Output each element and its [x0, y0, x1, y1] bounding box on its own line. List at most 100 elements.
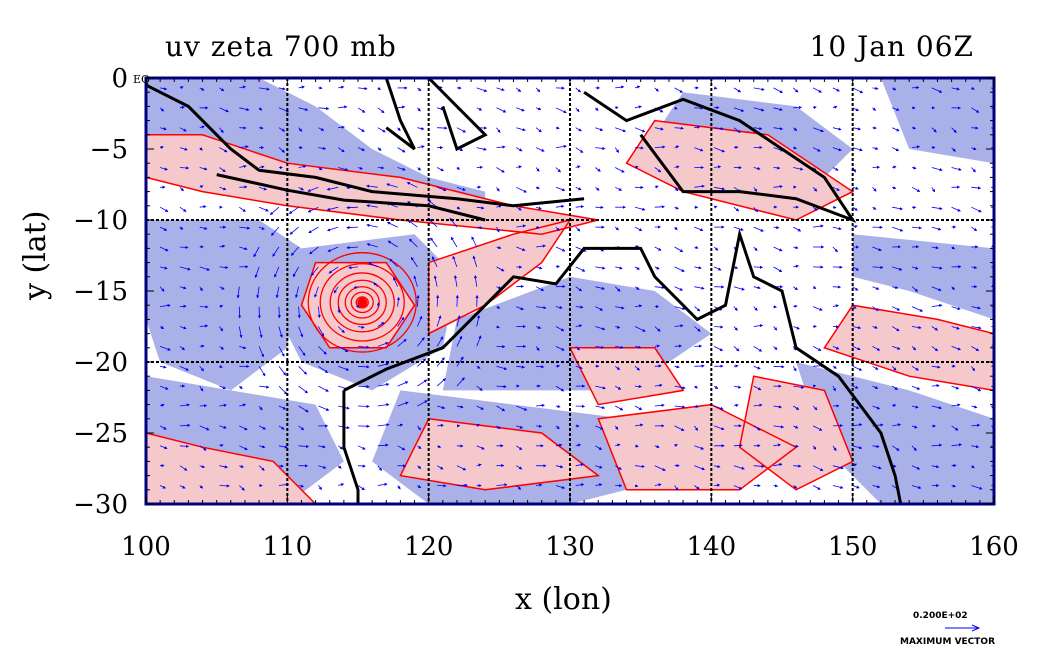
wind-vector: [694, 125, 701, 129]
wind-vector: [496, 405, 506, 412]
wind-vector: [239, 403, 247, 407]
wind-vector: [298, 85, 305, 89]
wind-vector: [575, 286, 583, 292]
wind-vector: [536, 244, 546, 248]
wind-vector: [852, 87, 864, 94]
wind-vector: [891, 87, 897, 91]
wind-vector: [377, 127, 386, 133]
wind-vector: [832, 445, 837, 452]
wind-vector: [397, 316, 405, 327]
wind-vector: [179, 86, 184, 90]
wind-vector: [911, 226, 922, 230]
wind-vector: [357, 147, 366, 151]
wind-vector: [614, 385, 622, 390]
wind-vector: [338, 167, 349, 172]
wind-vector: [694, 286, 705, 290]
wind-vector: [278, 366, 287, 376]
wind-vector: [674, 226, 678, 231]
wind-vector: [314, 286, 319, 298]
wind-vector: [714, 266, 722, 271]
wind-vector: [318, 445, 326, 449]
coastline: [384, 78, 416, 151]
wind-vector: [951, 147, 956, 152]
wind-vector: [931, 384, 940, 388]
wind-vector: [298, 405, 309, 413]
wind-vector: [694, 404, 699, 408]
wind-vector: [892, 266, 903, 271]
wind-vector: [852, 127, 862, 131]
wind-vector: [892, 346, 901, 350]
wind-vector: [535, 206, 542, 210]
wind-vector: [753, 126, 763, 131]
wind-vector: [199, 465, 206, 469]
wind-vector: [892, 206, 904, 211]
wind-vector: [634, 226, 643, 231]
wind-vector: [614, 425, 619, 430]
y-axis-label: y (lat): [18, 210, 53, 300]
x-tick-labels: 100 110 120 130 140 150 160: [121, 532, 1019, 562]
wind-vector: [694, 465, 706, 471]
wind-vector: [892, 186, 897, 190]
wind-vector: [714, 147, 726, 153]
wind-vector: [634, 326, 646, 332]
wind-vector: [337, 445, 344, 450]
wind-vector: [892, 107, 900, 111]
wind-vector: [298, 484, 305, 488]
wind-vector: [793, 264, 800, 268]
wind-vector: [832, 465, 844, 470]
wind-vector: [575, 324, 583, 328]
wind-vector: [733, 206, 740, 212]
wind-vector: [496, 266, 505, 272]
wind-vector: [270, 226, 280, 236]
wind-vector: [674, 344, 683, 348]
wind-vector: [614, 226, 620, 231]
y-tick-label: −5: [90, 135, 128, 165]
wind-vector: [199, 185, 204, 189]
wind-vector: [407, 220, 418, 228]
wind-vector: [595, 465, 603, 469]
wind-vector: [753, 385, 762, 391]
wind-vector: [773, 107, 783, 111]
wind-vector: [258, 366, 266, 377]
wind-vector: [298, 444, 310, 448]
contour-line: [568, 347, 685, 406]
wind-vector: [812, 187, 818, 192]
vorticity-band: [626, 120, 853, 220]
wind-vector: [891, 385, 898, 390]
wind-vector: [159, 107, 165, 112]
wind-vector: [159, 286, 165, 292]
wind-vector: [397, 423, 404, 427]
wind-vector: [595, 167, 601, 172]
wind-vector: [931, 127, 937, 133]
contour-line: [146, 432, 317, 504]
wind-vector: [451, 236, 458, 248]
wind-vector: [357, 464, 366, 468]
wind-vector: [254, 266, 260, 279]
wind-vector: [456, 335, 463, 347]
wind-vector: [496, 187, 500, 192]
wind-vector: [417, 485, 422, 489]
wind-vector: [535, 186, 540, 190]
wind-vector: [852, 186, 859, 190]
wind-vector: [199, 286, 203, 292]
wind-vector: [239, 485, 245, 491]
wind-vector: [931, 443, 943, 447]
wind-vector: [753, 226, 764, 232]
wind-vector: [417, 107, 421, 112]
wind-vector: [179, 403, 190, 407]
wind-vector: [298, 425, 305, 431]
wind-vector: [674, 365, 680, 369]
wind-vector: [654, 246, 662, 251]
wind-vector: [269, 206, 280, 216]
wind-vector: [971, 226, 978, 232]
wind-vector: [219, 304, 224, 308]
wind-vector: [793, 87, 799, 93]
wind-vector: [356, 304, 360, 309]
wind-vector: [159, 403, 165, 407]
wind-vector: [199, 226, 208, 230]
wind-vector: [496, 305, 501, 309]
wind-vector: [436, 444, 442, 448]
wind-vector: [431, 256, 438, 268]
wind-vector: [634, 484, 639, 488]
